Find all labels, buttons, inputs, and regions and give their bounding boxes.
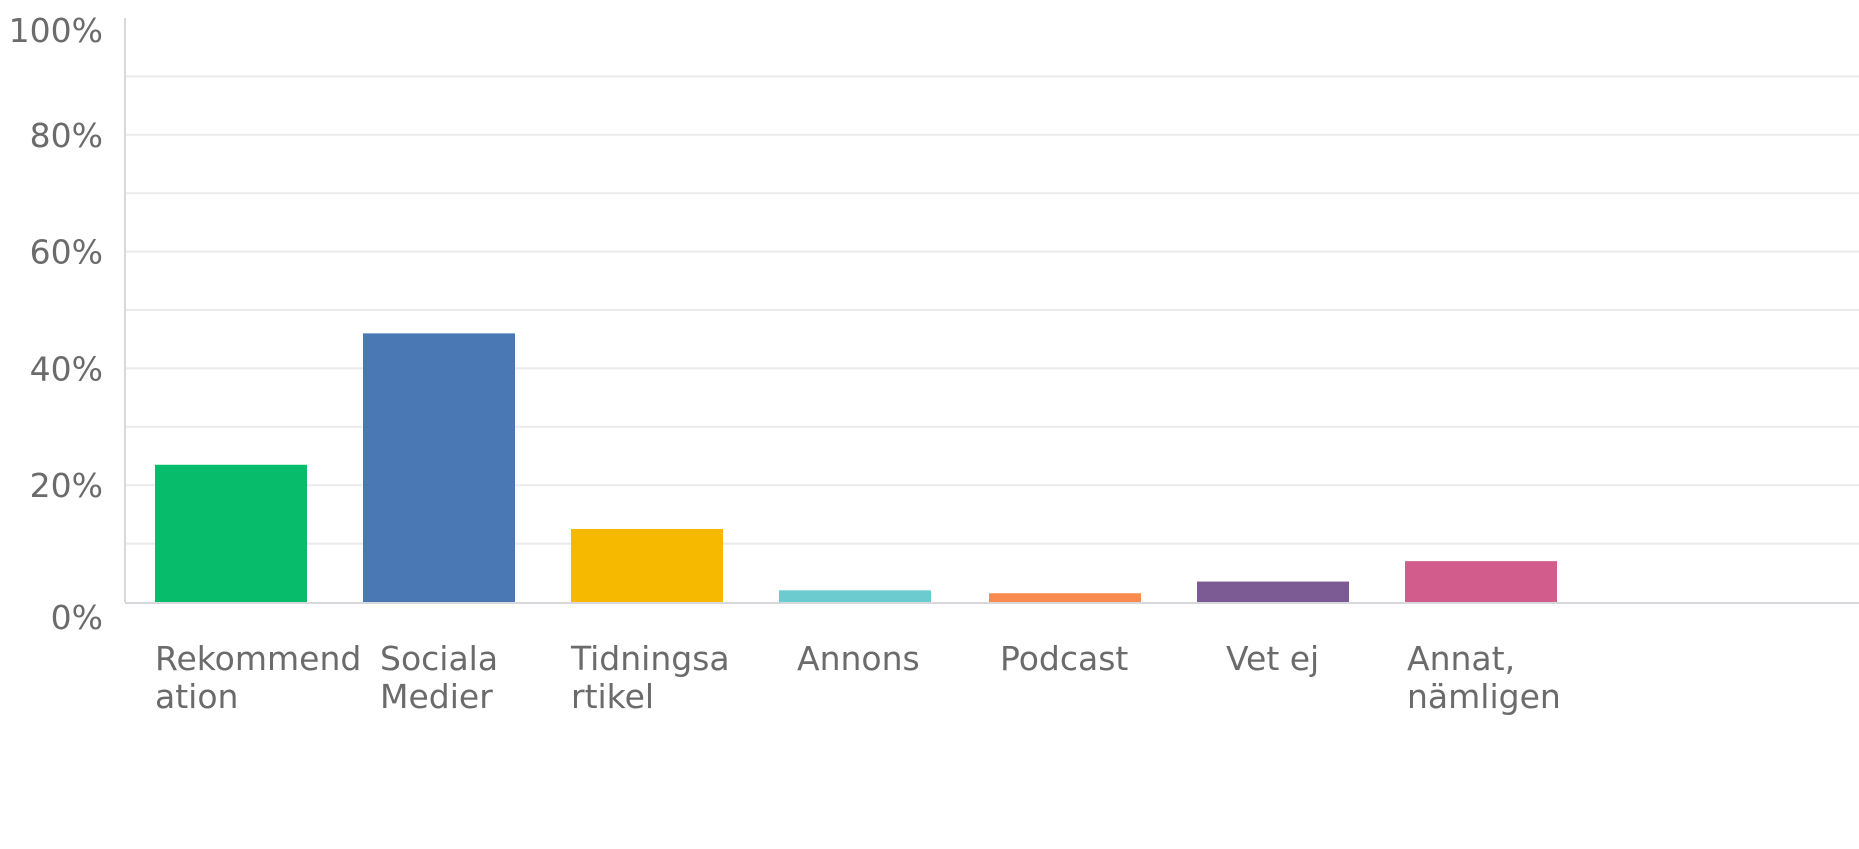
x-category-label: Tidningsa rtikel [570, 639, 730, 716]
y-axis-ticks: 100% 80% 60% 40% 20% 0% [9, 11, 103, 637]
x-category-label: Rekommend ation [155, 639, 361, 716]
x-category-label: Podcast [1000, 639, 1128, 678]
chart-bars [155, 333, 1557, 602]
x-category-label: Annat, nämligen [1407, 639, 1561, 716]
bar-tidningsartikel [571, 529, 723, 602]
y-tick-label: 0% [51, 598, 103, 637]
bar-socialamedier [363, 333, 515, 602]
y-tick-label: 80% [30, 116, 103, 155]
bar-rekommendation [155, 464, 307, 602]
bar-annat-nämligen [1405, 561, 1557, 602]
y-tick-label: 100% [9, 11, 103, 50]
x-category-label: Vet ej [1226, 639, 1319, 678]
bar-annons [779, 590, 931, 602]
y-tick-label: 20% [30, 466, 103, 505]
x-category-label: Annons [797, 639, 920, 678]
bar-vet-ej [1197, 581, 1349, 602]
y-tick-label: 40% [30, 349, 103, 388]
bar-podcast [989, 593, 1141, 602]
x-category-label: Sociala Medier [380, 639, 498, 716]
y-tick-label: 60% [30, 233, 103, 272]
